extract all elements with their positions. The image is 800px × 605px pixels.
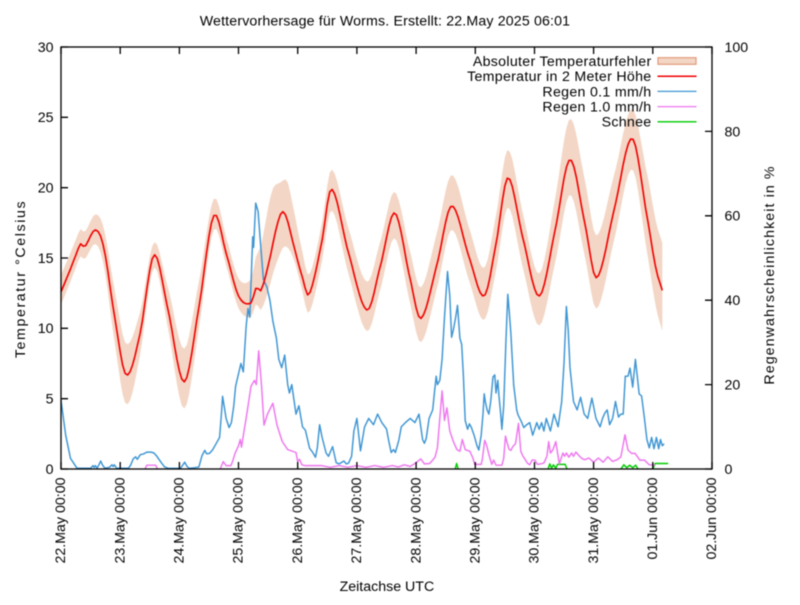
svg-text:Absoluter Temperaturfehler: Absoluter Temperaturfehler — [473, 54, 652, 70]
svg-text:25: 25 — [38, 110, 54, 126]
svg-text:24.May 00:00: 24.May 00:00 — [172, 477, 188, 563]
svg-text:29.May 00:00: 29.May 00:00 — [468, 477, 484, 563]
svg-text:0: 0 — [725, 462, 733, 478]
svg-text:0: 0 — [46, 462, 54, 478]
svg-text:28.May 00:00: 28.May 00:00 — [408, 477, 424, 563]
svg-text:Temperatur °Celsius: Temperatur °Celsius — [13, 200, 29, 358]
svg-text:Schnee: Schnee — [602, 115, 652, 131]
svg-text:23.May 00:00: 23.May 00:00 — [112, 477, 128, 563]
svg-text:02.Jun 00:00: 02.Jun 00:00 — [704, 477, 720, 559]
svg-text:25.May 00:00: 25.May 00:00 — [231, 477, 247, 563]
svg-text:30.May 00:00: 30.May 00:00 — [527, 477, 543, 563]
svg-text:20: 20 — [38, 181, 54, 197]
svg-text:Wettervorhersage für Worms. Er: Wettervorhersage für Worms. Erstellt: 22… — [200, 14, 570, 30]
svg-text:20: 20 — [725, 378, 741, 394]
svg-text:Temperatur in 2 Meter Höhe: Temperatur in 2 Meter Höhe — [467, 69, 651, 85]
svg-text:Zeitachse UTC: Zeitachse UTC — [340, 579, 435, 595]
svg-text:5: 5 — [46, 392, 54, 408]
svg-text:100: 100 — [725, 40, 749, 56]
svg-text:Regen 1.0 mm/h: Regen 1.0 mm/h — [542, 100, 651, 116]
svg-text:27.May 00:00: 27.May 00:00 — [349, 477, 365, 563]
svg-text:31.May 00:00: 31.May 00:00 — [586, 477, 602, 563]
svg-text:15: 15 — [38, 251, 54, 267]
svg-text:60: 60 — [725, 209, 741, 225]
svg-text:22.May 00:00: 22.May 00:00 — [53, 477, 69, 563]
svg-text:10: 10 — [38, 321, 54, 337]
svg-text:Regenwahrscheinlichkeit in %: Regenwahrscheinlichkeit in % — [762, 165, 778, 384]
svg-text:40: 40 — [725, 293, 741, 309]
svg-text:Regen 0.1 mm/h: Regen 0.1 mm/h — [542, 84, 651, 100]
svg-text:80: 80 — [725, 124, 741, 140]
svg-text:30: 30 — [38, 40, 54, 56]
svg-text:26.May 00:00: 26.May 00:00 — [290, 477, 306, 563]
svg-text:01.Jun 00:00: 01.Jun 00:00 — [645, 477, 661, 559]
